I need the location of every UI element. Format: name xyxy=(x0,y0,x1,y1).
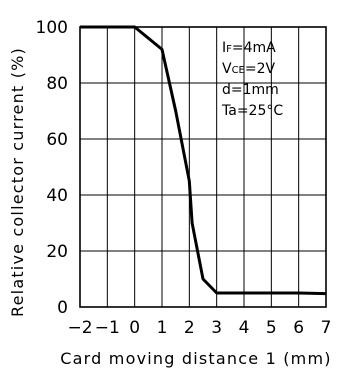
grid-lines xyxy=(80,27,326,307)
y-tick-label: 20 xyxy=(46,242,68,262)
condition-line: Ta=25°C xyxy=(221,103,283,119)
x-tick-labels: −2 −1 0 1 2 3 4 5 6 7 xyxy=(67,318,331,338)
x-axis-label: Card moving distance 1 (mm) xyxy=(60,349,331,368)
y-tick-labels: 0 20 40 60 80 100 xyxy=(36,18,68,318)
series-line xyxy=(80,25,327,296)
condition-line: IF=4mA xyxy=(222,40,276,56)
y-tick-label: 80 xyxy=(46,74,68,94)
x-tick-label: 4 xyxy=(239,318,250,338)
x-tick-label: −1 xyxy=(95,318,120,338)
condition-line: VCE=2V xyxy=(222,61,276,77)
y-axis-label: Relative collector current (%) xyxy=(8,47,27,317)
x-tick-label: 5 xyxy=(266,318,277,338)
plot-frame xyxy=(79,26,327,308)
condition-line: d=1mm xyxy=(222,82,279,98)
y-tick-label: 60 xyxy=(46,130,68,150)
x-tick-label: 1 xyxy=(157,318,168,338)
y-tick-label: 100 xyxy=(36,18,68,38)
x-tick-label: 2 xyxy=(184,318,195,338)
y-tick-label: 40 xyxy=(46,186,68,206)
x-tick-label: 7 xyxy=(321,318,332,338)
x-tick-label: −2 xyxy=(67,318,92,338)
x-tick-label: 6 xyxy=(293,318,304,338)
x-tick-label: 3 xyxy=(211,318,222,338)
x-tick-label: 0 xyxy=(129,318,140,338)
conditions-block: IF=4mA VCE=2V d=1mm Ta=25°C xyxy=(221,40,283,119)
y-tick-label: 0 xyxy=(57,298,68,318)
